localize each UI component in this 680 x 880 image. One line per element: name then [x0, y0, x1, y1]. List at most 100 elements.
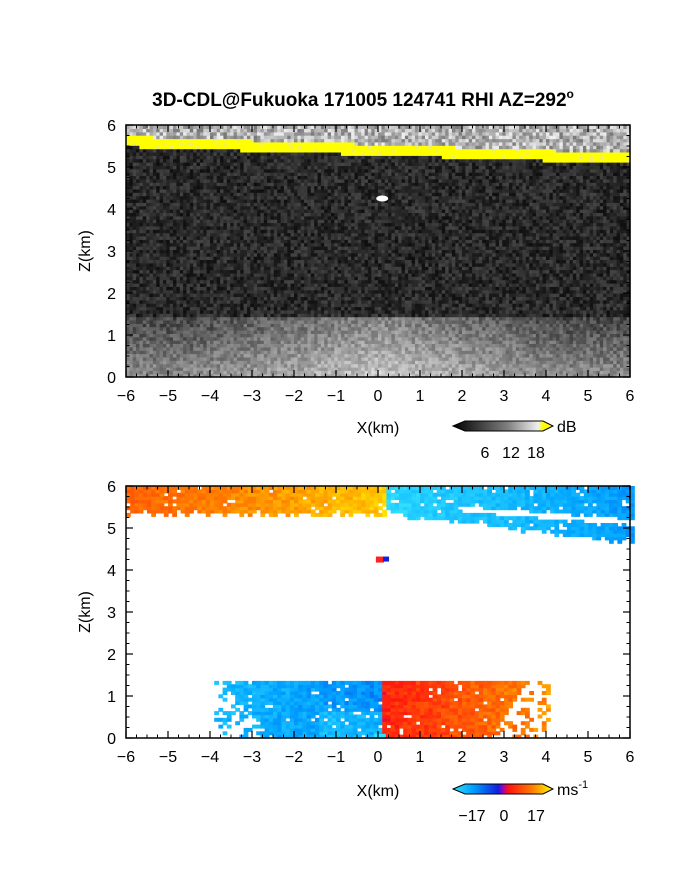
reflectivity-cell: [472, 333, 477, 338]
reflectivity-cell: [176, 296, 181, 301]
reflectivity-cell: [351, 333, 356, 338]
reflectivity-cell: [401, 289, 406, 294]
reflectivity-cell: [166, 293, 171, 297]
reflectivity-cell: [509, 303, 513, 308]
reflectivity-cell: [240, 333, 245, 338]
reflectivity-cell: [337, 350, 342, 355]
reflectivity-cell: [505, 296, 510, 301]
reflectivity-cell: [159, 366, 164, 371]
reflectivity-cell: [337, 296, 342, 301]
reflectivity-cell: [492, 293, 497, 297]
reflectivity-cell: [152, 299, 157, 304]
reflectivity-cell: [260, 282, 265, 287]
reflectivity-cell: [257, 350, 261, 355]
reflectivity-cell: [126, 370, 130, 375]
reflectivity-cell: [418, 353, 423, 358]
reflectivity-cell: [304, 350, 309, 355]
reflectivity-cell: [314, 286, 319, 291]
reflectivity-cell: [270, 336, 275, 341]
reflectivity-cell: [183, 330, 188, 334]
reflectivity-cell: [220, 293, 225, 297]
reflectivity-cell: [616, 366, 621, 371]
reflectivity-cell: [411, 360, 416, 365]
reflectivity-cell: [324, 299, 329, 304]
reflectivity-cell: [270, 350, 275, 355]
reflectivity-cell: [126, 363, 130, 368]
reflectivity-cell: [142, 296, 147, 301]
reflectivity-cell: [233, 303, 238, 308]
reflectivity-cell: [428, 350, 433, 355]
reflectivity-cell: [236, 340, 241, 344]
reflectivity-cell: [320, 370, 325, 375]
reflectivity-cell: [270, 306, 275, 311]
reflectivity-cell: [593, 350, 597, 355]
reflectivity-cell: [462, 313, 466, 318]
reflectivity-cell: [163, 299, 167, 304]
reflectivity-cell: [159, 319, 164, 324]
reflectivity-cell: [277, 299, 282, 304]
reflectivity-cell: [569, 323, 574, 328]
reflectivity-cell: [401, 303, 406, 308]
reflectivity-cell: [435, 343, 440, 348]
reflectivity-cell: [374, 289, 379, 294]
reflectivity-cell: [324, 326, 329, 331]
reflectivity-cell: [559, 293, 564, 297]
reflectivity-cell: [267, 293, 272, 297]
reflectivity-cell: [317, 363, 322, 368]
reflectivity-cell: [465, 303, 470, 308]
reflectivity-cell: [546, 299, 550, 304]
reflectivity-cell: [562, 313, 567, 318]
reflectivity-cell: [505, 293, 510, 297]
reflectivity-cell: [307, 356, 312, 361]
reflectivity-cell: [404, 323, 409, 328]
reflectivity-cell: [169, 326, 174, 331]
reflectivity-cell: [280, 299, 285, 304]
reflectivity-cell: [337, 319, 342, 324]
reflectivity-cell: [388, 323, 393, 328]
reflectivity-cell: [435, 306, 440, 311]
reflectivity-cell: [189, 306, 194, 311]
reflectivity-cell: [441, 306, 446, 311]
reflectivity-cell: [505, 303, 510, 308]
reflectivity-cell: [364, 336, 369, 341]
reflectivity-cell: [465, 289, 470, 294]
reflectivity-cell: [431, 340, 436, 344]
reflectivity-cell: [435, 370, 440, 375]
reflectivity-cell: [398, 282, 403, 287]
reflectivity-cell: [354, 353, 359, 358]
reflectivity-cell: [482, 296, 487, 301]
reflectivity-cell: [445, 330, 450, 334]
reflectivity-cell: [559, 299, 564, 304]
reflectivity-cell: [522, 370, 527, 375]
reflectivity-cell: [283, 296, 288, 301]
reflectivity-cell: [173, 286, 177, 291]
reflectivity-cell: [183, 333, 188, 338]
reflectivity-cell: [401, 370, 406, 375]
reflectivity-cell: [579, 356, 584, 361]
reflectivity-cell: [502, 323, 507, 328]
reflectivity-cell: [189, 366, 194, 371]
reflectivity-cell: [603, 293, 608, 297]
reflectivity-cell: [609, 326, 614, 331]
reflectivity-cell: [623, 286, 628, 291]
reflectivity-cell: [354, 319, 359, 324]
reflectivity-cell: [509, 299, 513, 304]
reflectivity-cell: [273, 350, 278, 355]
reflectivity-cell: [230, 323, 235, 328]
reflectivity-cell: [166, 363, 171, 368]
reflectivity-cell: [213, 353, 218, 358]
reflectivity-cell: [451, 343, 456, 348]
reflectivity-cell: [435, 336, 440, 341]
reflectivity-cell: [546, 293, 550, 297]
reflectivity-cell: [300, 330, 305, 334]
reflectivity-cell: [589, 313, 594, 318]
reflectivity-cell: [542, 346, 547, 351]
reflectivity-cell: [213, 303, 218, 308]
reflectivity-cell: [378, 346, 382, 351]
reflectivity-cell: [176, 353, 181, 358]
reflectivity-cell: [139, 319, 144, 324]
reflectivity-cell: [327, 306, 332, 311]
reflectivity-cell: [613, 340, 618, 344]
reflectivity-cell: [505, 330, 510, 334]
reflectivity-cell: [472, 350, 477, 355]
